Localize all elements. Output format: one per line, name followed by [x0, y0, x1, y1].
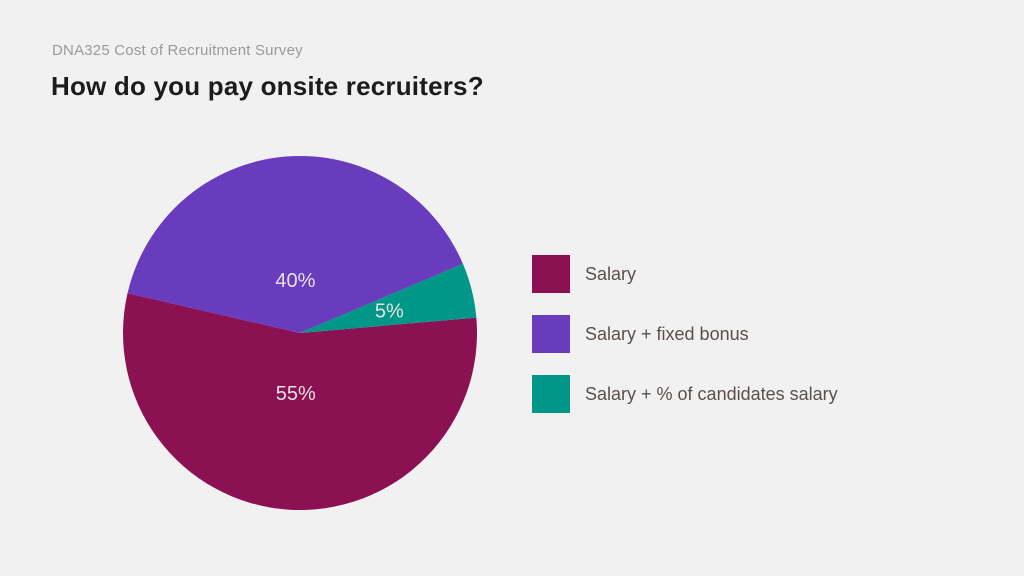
pie-slice-2 [300, 263, 477, 333]
pie-slice-1 [127, 156, 463, 333]
pie-slice-0 [123, 293, 477, 510]
chart-legend: Salary Salary + fixed bonus Salary + % o… [532, 255, 838, 435]
pie-chart: 55% 40% 5% [123, 156, 477, 510]
legend-item-salary-pct-candidates: Salary + % of candidates salary [532, 375, 838, 413]
legend-item-salary-fixed-bonus: Salary + fixed bonus [532, 315, 838, 353]
pie-slice-value-label-1: 40% [275, 270, 315, 292]
legend-label-salary-pct-candidates: Salary + % of candidates salary [585, 383, 838, 404]
legend-label-salary-fixed-bonus: Salary + fixed bonus [585, 323, 749, 344]
legend-swatch-salary-fixed-bonus-icon [532, 315, 570, 353]
legend-label-salary: Salary [585, 263, 637, 284]
page-title: How do you pay onsite recruiters? [51, 71, 484, 101]
pie-slice-value-label-0: 55% [276, 383, 316, 405]
pie-slice-value-label-2: 5% [375, 301, 404, 323]
survey-eyebrow: DNA325 Cost of Recruitment Survey [52, 42, 303, 59]
legend-swatch-salary-pct-candidates-icon [532, 375, 570, 413]
legend-swatch-salary-icon [532, 255, 570, 293]
legend-item-salary: Salary [532, 255, 838, 293]
